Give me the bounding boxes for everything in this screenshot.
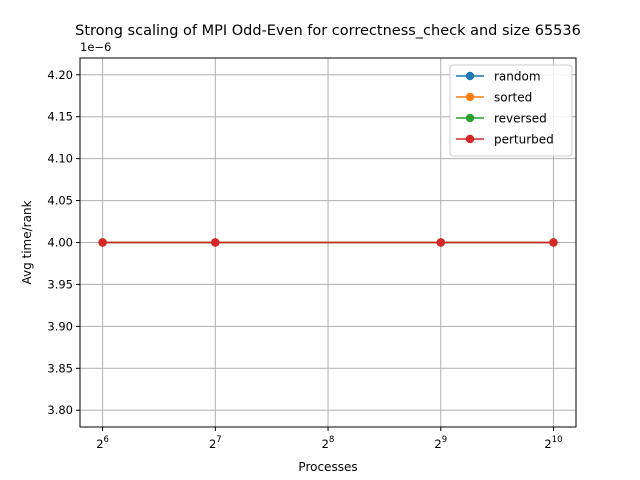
y-axis-label: Avg time/rank: [20, 200, 34, 284]
x-tick-label: 29: [434, 435, 447, 451]
legend-marker: [465, 134, 475, 144]
y-tick-label: 3.80: [47, 403, 73, 417]
y-tick-label: 3.95: [47, 277, 73, 291]
legend-frame: [449, 64, 573, 157]
legend-item: sorted: [456, 91, 532, 105]
series-layer: [98, 238, 558, 247]
legend-label: perturbed: [494, 133, 554, 147]
data-point: [436, 238, 445, 247]
y-tick-label: 4.20: [47, 68, 73, 82]
x-tick-label: 27: [209, 435, 222, 451]
data-point: [549, 238, 558, 247]
y-axis-ticks: 3.80 3.85 3.90 3.95 4.00 4.05 4.10 4.15 4.20: [47, 68, 80, 417]
x-tick-label: 210: [544, 435, 562, 451]
y-tick-label: 3.90: [47, 319, 73, 333]
y-tick-label: 4.15: [47, 110, 73, 124]
legend-marker: [465, 92, 475, 102]
x-tick-label: 28: [322, 435, 335, 451]
legend-label: random: [494, 70, 541, 84]
legend-item: reversed: [456, 112, 547, 126]
legend-item: perturbed: [456, 133, 554, 147]
data-point: [98, 238, 107, 247]
series-perturbed: [98, 238, 558, 247]
y-tick-label: 3.85: [47, 361, 73, 375]
legend-item: random: [456, 70, 541, 84]
y-tick-label: 4.05: [47, 194, 73, 208]
x-axis-label: Processes: [298, 460, 357, 474]
x-axis-ticks: 26 27 28 29 210: [96, 427, 563, 451]
legend-marker: [465, 71, 475, 81]
legend-label: reversed: [494, 112, 547, 126]
legend-label: sorted: [494, 91, 532, 105]
chart-title: Strong scaling of MPI Odd-Even for corre…: [75, 23, 581, 39]
data-point: [211, 238, 220, 247]
y-offset-label: 1e−6: [80, 40, 111, 54]
x-tick-label: 26: [96, 435, 109, 451]
legend-marker: [465, 113, 475, 123]
y-tick-label: 4.00: [47, 236, 73, 250]
legend: random sorted reversed perturbed: [449, 64, 573, 157]
y-tick-label: 4.10: [47, 152, 73, 166]
